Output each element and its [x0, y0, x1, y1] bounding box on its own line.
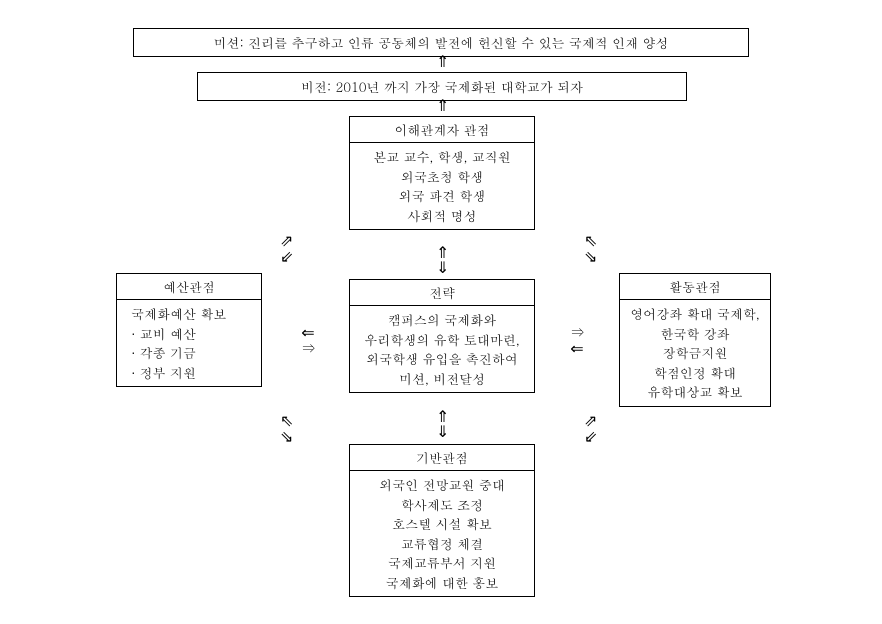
strategy-box: 전략 캠퍼스의 국제화와 우리학생의 유학 토대마련, 외국학생 유입을 촉진하… — [349, 279, 535, 393]
arrow-activity-strategy: ⇒ ⇐ — [562, 324, 592, 356]
strategy-title: 전략 — [350, 280, 534, 306]
arrow-vision-to-mission: ⇑ — [436, 53, 448, 69]
arrow-stakeholder-strategy-down: ⇓ — [436, 259, 448, 275]
arrow-foundation-strategy-down: ⇓ — [436, 423, 448, 439]
arrow-activity-foundation: ⇗ ⇙ — [584, 412, 597, 444]
activity-body: 영어강좌 확대 국제학, 한국학 강좌 장학금지원 학점인정 확대 유학대상교 … — [620, 300, 770, 406]
strategy-body: 캠퍼스의 국제화와 우리학생의 유학 토대마련, 외국학생 유입을 촉진하여 미… — [350, 306, 534, 392]
stakeholder-box: 이해관계자 관점 본교 교수, 학생, 교직원 외국초청 학생 외국 파견 학생… — [349, 116, 535, 230]
arrow-stakeholder-to-vision: ⇑ — [436, 97, 448, 113]
arrow-budget-foundation: ⇖ ⇘ — [280, 412, 293, 444]
activity-box: 활동관점 영어강좌 확대 국제학, 한국학 강좌 장학금지원 학점인정 확대 유… — [619, 273, 771, 407]
activity-title: 활동관점 — [620, 274, 770, 300]
budget-title: 예산관점 — [117, 274, 261, 300]
foundation-box: 기반관점 외국인 전망교원 중대 학사제도 조정 호스텔 시설 확보 교류협정 … — [349, 444, 535, 597]
stakeholder-title: 이해관계자 관점 — [350, 117, 534, 143]
arrow-budget-stakeholder: ⇗ ⇙ — [280, 232, 293, 264]
foundation-body: 외국인 전망교원 중대 학사제도 조정 호스텔 시설 확보 교류협정 체결 국제… — [350, 471, 534, 596]
arrow-budget-strategy: ⇐ ⇒ — [293, 324, 323, 356]
budget-box: 예산관점 국제화예산 확보 · 교비 예산 · 각종 기금 · 정부 지원 — [116, 273, 262, 387]
budget-body: 국제화예산 확보 · 교비 예산 · 각종 기금 · 정부 지원 — [117, 300, 261, 386]
foundation-title: 기반관점 — [350, 445, 534, 471]
arrow-activity-stakeholder: ⇖ ⇘ — [584, 232, 597, 264]
stakeholder-body: 본교 교수, 학생, 교직원 외국초청 학생 외국 파견 학생 사회적 명성 — [350, 143, 534, 229]
